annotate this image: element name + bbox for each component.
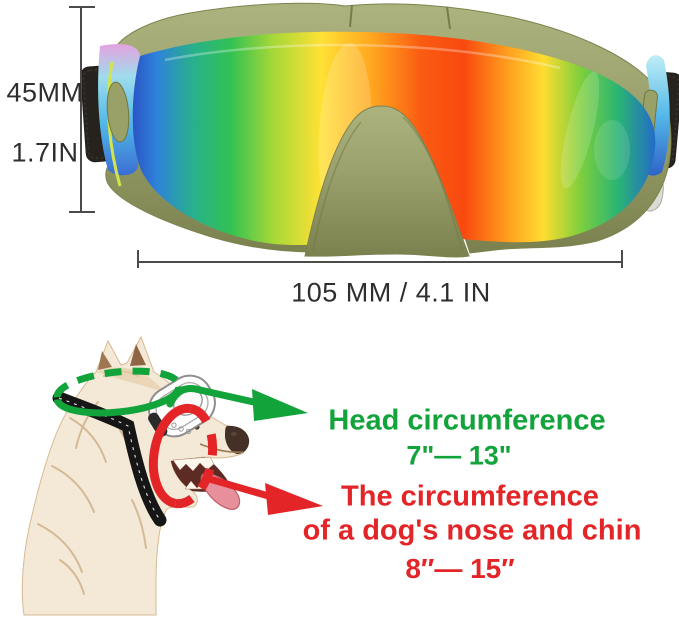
- height-dimension-line: [69, 6, 95, 213]
- dog-sketch: [21, 335, 323, 616]
- nose-bridge: [304, 105, 470, 258]
- width-label: 105 MM / 4.1 IN: [291, 277, 491, 308]
- head-circumference-title: Head circumference: [328, 404, 606, 437]
- nose-circumference-subtitle: of a dog's nose and chin: [302, 514, 642, 547]
- goggles-photo: [80, 2, 679, 258]
- dog-lip-line: [199, 443, 244, 453]
- dog-nose: [225, 425, 250, 454]
- left-rim: [98, 43, 141, 187]
- dog-nose-highlight: [231, 432, 237, 436]
- nose-circumference-range: 8″— 15″: [405, 553, 515, 584]
- dog-right-ear-inner: [130, 344, 146, 366]
- frame-seams: [349, 4, 451, 30]
- head-circumference-range: 7"— 13": [406, 440, 512, 471]
- nose-circumference-ellipse: [148, 403, 218, 509]
- left-strap-button: [106, 81, 130, 143]
- head-circumference-arrow-icon: [166, 385, 308, 421]
- height-in-label: 1.7IN: [11, 137, 79, 168]
- dog-left-ear-inner: [98, 351, 112, 370]
- nose-circumference-arrow-icon: [202, 474, 323, 515]
- dog-goggle-strap: [52, 391, 167, 527]
- nose-circumference-title: The circumference: [341, 480, 599, 513]
- dog-upper-teeth: [172, 456, 215, 472]
- height-mm-label: 45MM: [6, 77, 84, 108]
- width-dimension-line: [137, 250, 623, 268]
